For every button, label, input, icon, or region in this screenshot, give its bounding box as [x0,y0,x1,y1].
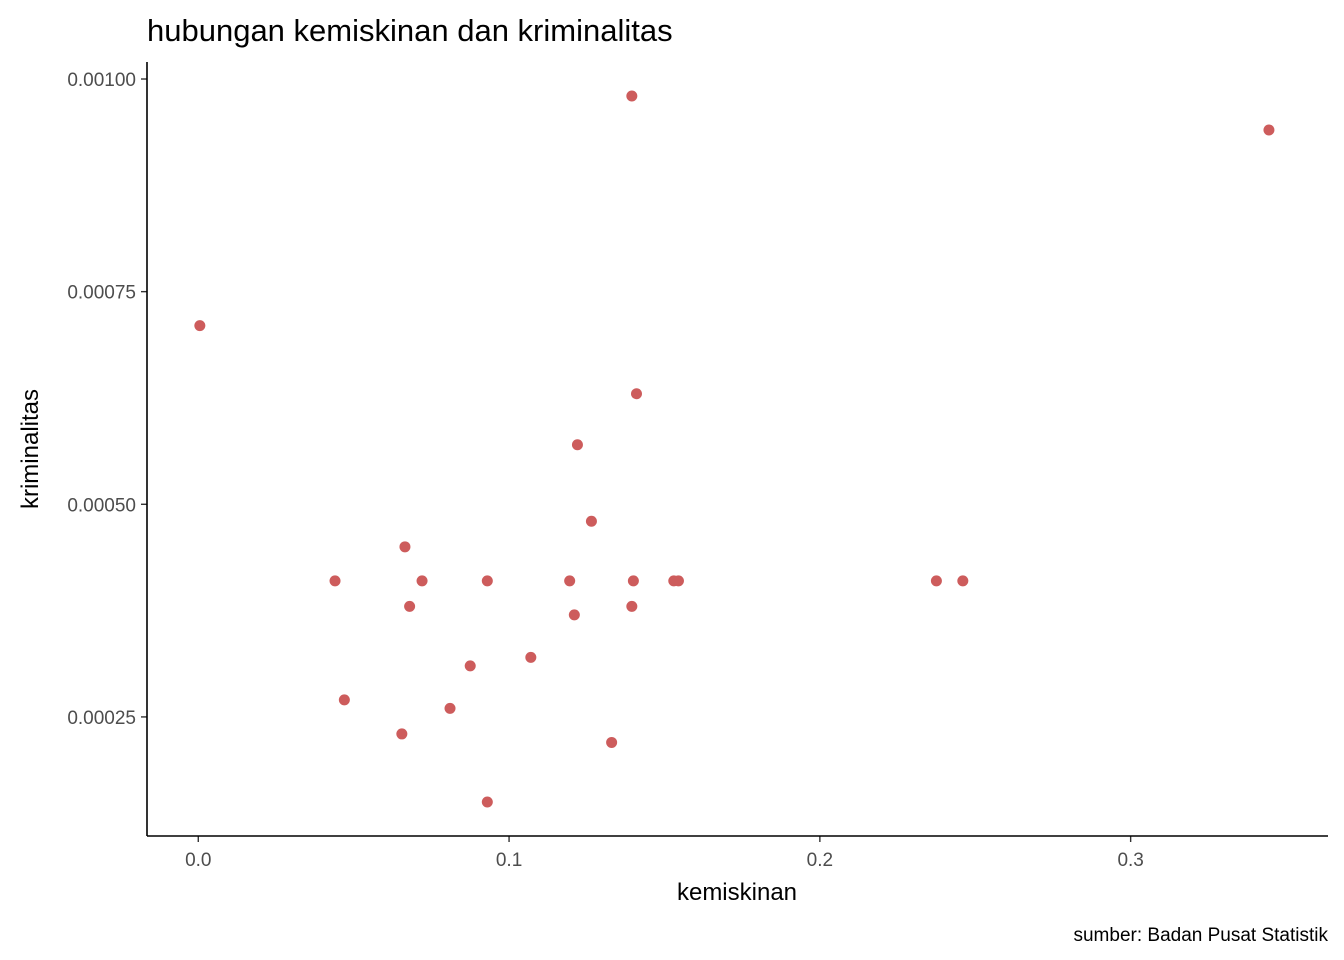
data-point [630,388,642,400]
data-point [464,660,476,672]
data-point [416,575,428,587]
data-point [404,600,416,612]
data-point [626,600,638,612]
data-point [338,694,350,706]
data-point [568,609,580,621]
data-point [957,575,969,587]
data-point [481,575,493,587]
data-point [626,90,638,102]
x-tick-label: 0.3 [1117,850,1143,871]
data-point [627,575,639,587]
x-tick-label: 0.1 [496,850,522,871]
data-point [606,736,618,748]
data-point [444,702,456,714]
data-point [481,796,493,808]
y-tick-label: 0.00025 [67,708,136,729]
y-axis-ticks: 0.00025 0.00050 0.00075 0.00100 [67,70,147,729]
data-point [396,728,408,740]
data-point [329,575,341,587]
data-point [930,575,942,587]
x-axis-title: kemiskinan [677,879,797,906]
data-point [194,320,206,332]
x-axis-ticks: 0.0 0.1 0.2 0.3 [185,836,1144,871]
data-point [1263,124,1275,136]
data-point [564,575,576,587]
chart-caption: sumber: Badan Pusat Statistik [1073,925,1328,946]
x-tick-label: 0.2 [807,850,833,871]
data-point [672,575,684,587]
y-tick-label: 0.00100 [67,70,136,91]
x-tick-label: 0.0 [185,850,211,871]
y-tick-label: 0.00075 [67,283,136,304]
y-axis-title: kriminalitas [17,389,44,509]
data-point [525,651,537,663]
data-point [399,541,411,553]
data-point [571,439,583,451]
y-tick-label: 0.00050 [67,495,136,516]
chart-title: hubungan kemiskinan dan kriminalitas [147,13,673,48]
data-point [585,515,597,527]
data-points [194,90,1275,808]
